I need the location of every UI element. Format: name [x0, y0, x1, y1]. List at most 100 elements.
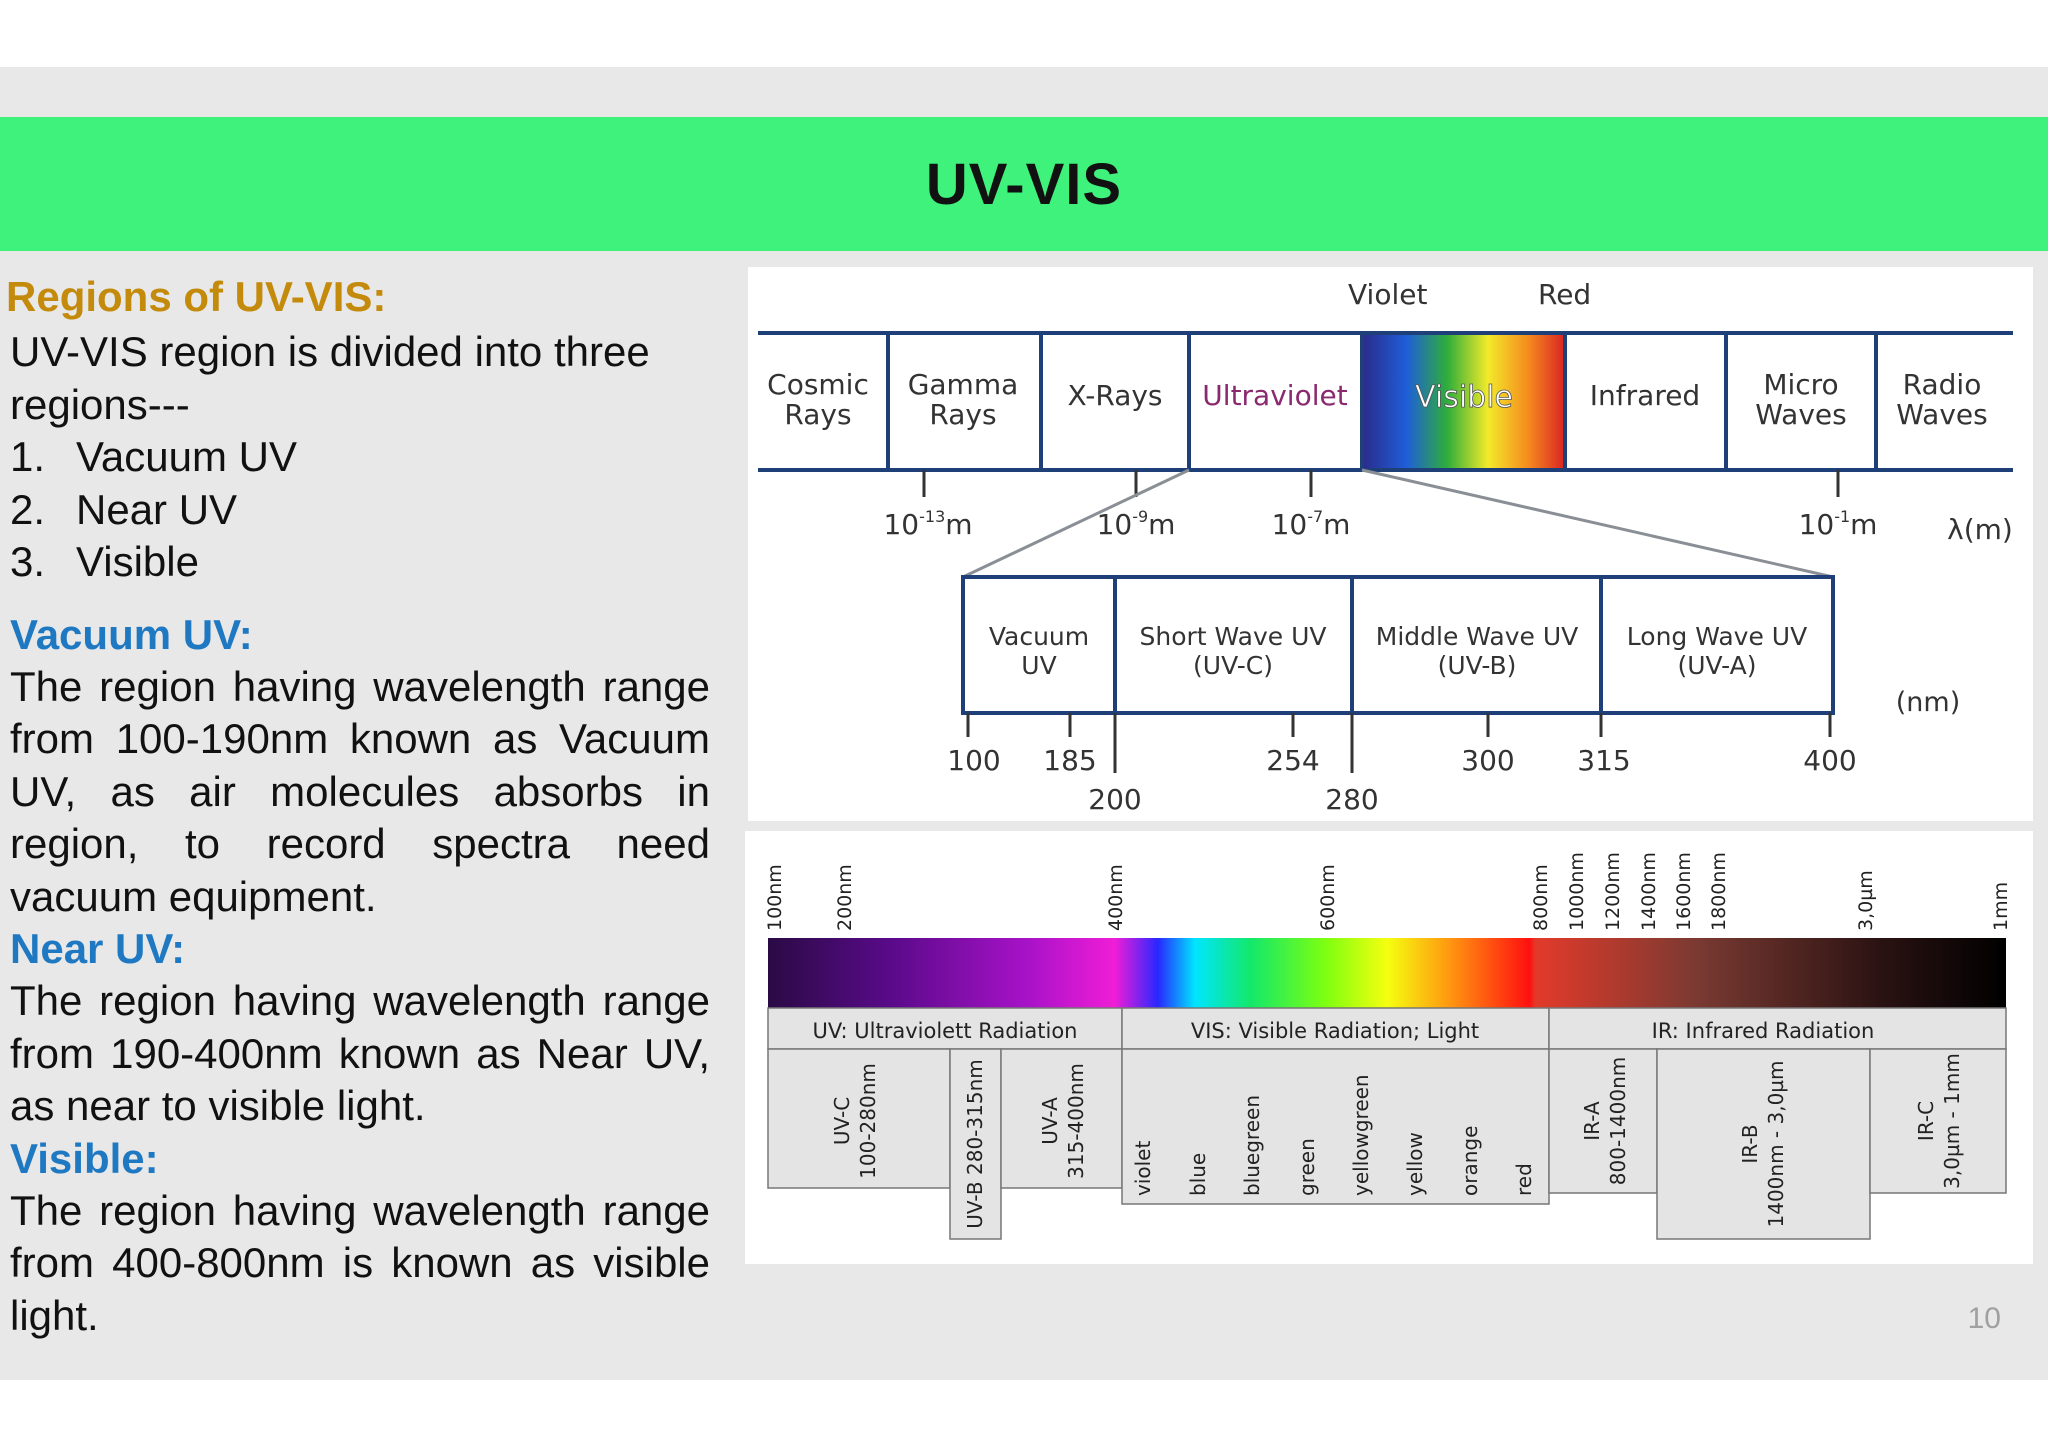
tick-600nm: 600nm	[1317, 864, 1339, 931]
zoom-lines	[962, 468, 1834, 579]
em-spectrum-svg: Violet Red Cosmic Rays Gamma Rays X-Rays…	[758, 278, 2013, 816]
uv-subbands-box	[961, 575, 1835, 715]
violet-label: Violet	[1348, 278, 1427, 311]
nm-tick-label: 200	[1088, 783, 1141, 816]
list-item: 2. Near UV	[10, 484, 710, 537]
uv-vacuum-2: UV	[1021, 651, 1056, 680]
sub-boxes	[767, 1048, 2007, 1240]
tick-1400nm: 1400nm	[1638, 852, 1660, 931]
band-radio-1: Radio	[1903, 368, 1982, 401]
detail-spectrum-svg: 100nm 200nm 400nm 600nm 800nm 1000nm 120…	[764, 852, 2012, 1240]
band-visible: Visible	[1415, 380, 1513, 415]
color-blue: blue	[1186, 1153, 1210, 1196]
color-violet: violet	[1131, 1141, 1155, 1196]
band-ultraviolet: Ultraviolet	[1202, 379, 1347, 412]
visible-gradient	[1362, 333, 1565, 470]
left-text-panel: Regions of UV-VIS: UV-VIS region is divi…	[6, 272, 710, 1342]
spectrum-gradient	[768, 938, 2006, 1008]
band-xrays: X-Rays	[1067, 379, 1162, 412]
uv-long-2: (UV-A)	[1677, 651, 1756, 680]
uvb-label: UV-B 280-315nm	[963, 1059, 987, 1228]
color-bluegreen: bluegreen	[1240, 1095, 1264, 1196]
tick-200nm: 200nm	[834, 864, 856, 931]
uv-vacuum-1: Vacuum	[989, 622, 1089, 651]
group-uv: UV: Ultraviolett Radiation	[813, 1019, 1078, 1043]
band-radio-2: Waves	[1896, 398, 1987, 431]
lambda-label: λ(m)	[1947, 513, 2013, 546]
tick-3um: 3,0µm	[1855, 870, 1877, 931]
uv-middle-1: Middle Wave UV	[1376, 622, 1579, 651]
uva-label: UV-A 315-400nm	[1038, 1063, 1088, 1179]
color-orange: orange	[1458, 1126, 1482, 1196]
group-ir: IR: Infrared Radiation	[1652, 1019, 1875, 1043]
nm-tick-label: 300	[1461, 744, 1514, 777]
em-spectrum-figure: Violet Red Cosmic Rays Gamma Rays X-Rays…	[748, 267, 2033, 821]
nm-tick-label: 100	[947, 744, 1000, 777]
color-red: red	[1512, 1163, 1536, 1196]
uv-middle-2: (UV-B)	[1438, 651, 1517, 680]
scale-label: 10-7m	[1272, 507, 1351, 541]
tick-100nm: 100nm	[764, 864, 786, 931]
irc-label: IR-C 3,0µm - 1mm	[1914, 1053, 1964, 1189]
band-dividers	[886, 333, 1878, 470]
band-infrared: Infrared	[1590, 379, 1700, 412]
scale-label: 10-9m	[1097, 507, 1176, 541]
band-micro-2: Waves	[1755, 398, 1846, 431]
list-number: 1.	[10, 433, 46, 480]
band-cosmic-1: Cosmic	[767, 368, 869, 401]
tick-1200nm: 1200nm	[1602, 852, 1624, 931]
nm-tick-label: 254	[1266, 744, 1319, 777]
top-tick-labels: 100nm 200nm 400nm 600nm 800nm 1000nm 120…	[764, 852, 2012, 931]
group-header-boxes	[767, 1007, 2007, 1050]
ira-label: IR-A 800-1400nm	[1580, 1057, 1630, 1185]
uv-subband-dividers	[1113, 577, 1603, 713]
nm-tick-label: 315	[1577, 744, 1630, 777]
color-labels: violet blue bluegreen green yellowgreen …	[1131, 1074, 1536, 1196]
uv-short-1: Short Wave UV	[1140, 622, 1327, 651]
tick-1600nm: 1600nm	[1673, 852, 1695, 931]
nm-label: (nm)	[1896, 687, 1960, 718]
nm-tick-label: 400	[1803, 744, 1856, 777]
nm-tick-label: 280	[1325, 783, 1378, 816]
band-gamma-1: Gamma	[908, 368, 1019, 401]
page-number: 10	[1967, 1302, 2001, 1335]
tick-400nm: 400nm	[1105, 864, 1127, 931]
list-item: 1. Vacuum UV	[10, 431, 710, 484]
scale-label: 10-13m	[883, 507, 972, 541]
list-text: Vacuum UV	[76, 433, 297, 480]
list-number: 3.	[10, 538, 46, 585]
uv-short-2: (UV-C)	[1193, 651, 1273, 680]
tick-1800nm: 1800nm	[1708, 852, 1730, 931]
vacuum-uv-text: The region having wavelength range from …	[10, 662, 710, 920]
near-uv-text: The region having wavelength range from …	[10, 977, 710, 1129]
color-yellow: yellow	[1403, 1132, 1427, 1196]
tick-1mm: 1mm	[1990, 882, 2012, 931]
irb-label: IR-B 1400nm - 3,0µm	[1738, 1060, 1788, 1227]
near-uv-heading: Near UV:	[10, 925, 186, 972]
color-yellowgreen: yellowgreen	[1349, 1074, 1373, 1196]
tick-800nm: 800nm	[1530, 864, 1552, 931]
scale-label: 10-1m	[1799, 507, 1878, 541]
list-number: 2.	[10, 485, 46, 533]
nm-ticks	[966, 713, 1832, 773]
tick-1000nm: 1000nm	[1566, 852, 1588, 931]
color-green: green	[1295, 1138, 1319, 1196]
visible-heading: Visible:	[10, 1134, 159, 1182]
regions-heading: Regions of UV-VIS:	[6, 273, 387, 320]
scale-ticks	[922, 470, 1840, 497]
nm-tick-label: 185	[1043, 744, 1096, 777]
band-cosmic-2: Rays	[784, 398, 851, 431]
list-text: Visible	[76, 538, 199, 585]
regions-intro: UV-VIS region is divided into three regi…	[10, 328, 650, 428]
visible-text: The region having wavelength range from …	[10, 1186, 710, 1339]
vacuum-uv-heading: Vacuum UV:	[10, 610, 253, 658]
uv-long-1: Long Wave UV	[1627, 622, 1807, 651]
band-gamma-2: Rays	[929, 398, 996, 431]
red-label: Red	[1538, 278, 1591, 311]
list-item: 3. Visible	[10, 536, 710, 589]
slide-title: UV-VIS	[925, 151, 1123, 217]
title-bar: UV-VIS	[0, 117, 2048, 251]
list-text: Near UV	[76, 485, 238, 533]
detail-spectrum-figure: 100nm 200nm 400nm 600nm 800nm 1000nm 120…	[745, 831, 2033, 1264]
band-micro-1: Micro	[1763, 368, 1838, 401]
